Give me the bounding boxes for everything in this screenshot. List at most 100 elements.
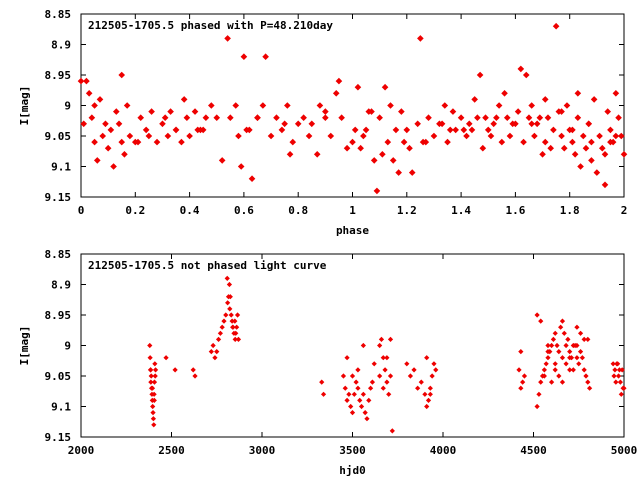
data-point (344, 397, 350, 404)
data-point (543, 361, 549, 367)
data-point (474, 114, 481, 122)
data-point (528, 120, 535, 128)
data-point (387, 102, 394, 109)
data-point (224, 35, 231, 42)
data-point (559, 318, 566, 324)
data-point (308, 120, 316, 128)
data-point (367, 385, 374, 391)
data-point (254, 114, 261, 122)
data-point (563, 342, 569, 349)
data-point (501, 89, 508, 97)
data-point (284, 102, 291, 109)
data-point (550, 336, 557, 343)
data-point (427, 385, 433, 391)
data-point (355, 367, 361, 373)
phased-x-axis-label: phase (336, 224, 369, 237)
data-point (77, 77, 85, 85)
data-point (476, 71, 484, 79)
data-point (210, 342, 216, 349)
y-tick-label: 9.15 (45, 431, 72, 444)
data-point (150, 403, 156, 410)
data-point (601, 181, 609, 189)
y-tick-label: 8.85 (45, 248, 72, 261)
data-point (544, 114, 552, 122)
data-point (431, 361, 437, 367)
data-point (320, 391, 327, 397)
data-point (366, 397, 372, 404)
data-point (227, 294, 233, 300)
data-point (569, 126, 576, 134)
data-point (604, 108, 612, 115)
data-point (322, 114, 329, 122)
data-point (612, 89, 620, 97)
unphased-chart-title: 212505-1705.5 not phased light curve (88, 259, 327, 272)
data-point (509, 120, 516, 128)
data-point (267, 132, 275, 140)
data-point (224, 275, 230, 282)
y-tick-label: 8.95 (45, 309, 72, 322)
data-point (346, 391, 352, 397)
data-point (153, 138, 161, 146)
data-point (615, 114, 622, 122)
data-point (522, 71, 530, 79)
data-point (335, 77, 343, 85)
data-point (563, 102, 571, 109)
data-point (150, 409, 156, 416)
data-point (199, 126, 207, 134)
data-point (574, 355, 580, 361)
y-tick-label: 9.05 (45, 130, 72, 143)
data-point (357, 144, 364, 152)
data-point (151, 379, 158, 385)
data-point (620, 150, 628, 158)
data-point (590, 96, 598, 103)
data-point (406, 144, 413, 152)
data-point (221, 318, 227, 324)
x-tick-label: 1 (349, 204, 356, 217)
data-point (349, 409, 356, 416)
data-point (202, 114, 210, 122)
data-point (123, 102, 131, 109)
data-point (147, 355, 153, 361)
data-point (355, 385, 361, 391)
data-point (579, 132, 587, 140)
data-point (300, 114, 307, 122)
data-point (569, 138, 576, 146)
data-point (362, 409, 368, 416)
data-point (587, 385, 593, 391)
data-point (149, 385, 156, 391)
data-point (598, 144, 606, 152)
data-point (313, 150, 321, 158)
data-point (441, 102, 449, 109)
data-point (107, 126, 115, 134)
phased-y-axis-label: I[mag] (18, 86, 31, 126)
data-point (281, 120, 288, 128)
data-point (384, 355, 390, 361)
data-point (521, 373, 528, 379)
unphased-light-curve-panel: 2000 2500 3000 3500 4000 4500 5000 8.85 8.9 8.95… (18, 248, 637, 477)
data-point (172, 367, 178, 373)
data-point (565, 336, 571, 343)
data-point (342, 385, 348, 391)
data-point (585, 336, 591, 343)
data-point (398, 108, 405, 115)
data-point (373, 187, 381, 195)
data-point (498, 138, 506, 146)
data-point (377, 342, 383, 349)
data-point (430, 132, 438, 140)
data-point (126, 132, 134, 140)
data-point (145, 132, 153, 140)
data-point (360, 132, 367, 140)
data-point (577, 330, 584, 336)
data-point (212, 355, 218, 361)
y-tick-label: 9.1 (51, 401, 71, 414)
data-point (574, 324, 580, 330)
y-tick-label: 9.05 (45, 370, 72, 383)
data-point (552, 367, 558, 373)
data-point (121, 150, 128, 158)
data-point (581, 336, 587, 343)
data-point (548, 342, 555, 349)
data-point (617, 379, 623, 385)
data-point (422, 138, 430, 146)
data-point (424, 355, 430, 361)
data-point (80, 120, 88, 128)
